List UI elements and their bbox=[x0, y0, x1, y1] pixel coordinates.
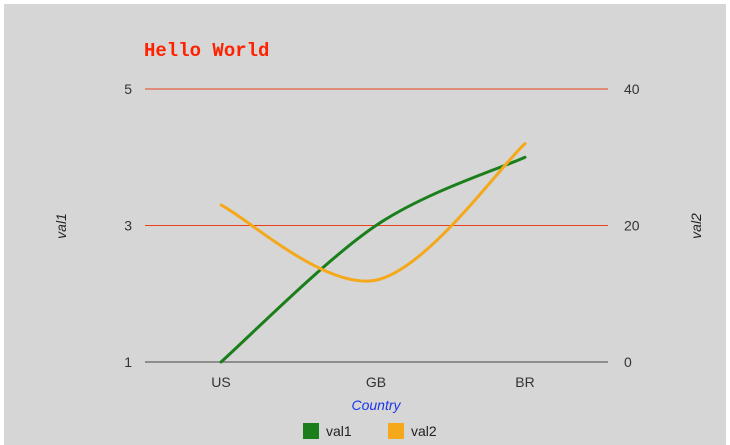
y-right-tick-label: 40 bbox=[624, 81, 640, 97]
x-axis-title: Country bbox=[351, 397, 401, 413]
y-left-tick-label: 1 bbox=[124, 354, 132, 370]
chart-panel: Hello World 1 3 5 0 20 40 US GB BR val1 val2 C… bbox=[4, 4, 726, 445]
series-line-val1 bbox=[219, 155, 527, 364]
chart: Hello World 1 3 5 0 20 40 US GB BR val1 val2 C… bbox=[53, 40, 704, 439]
x-tick-label: US bbox=[211, 374, 230, 390]
legend-swatch-val1 bbox=[303, 423, 319, 439]
y-left-tick-label: 3 bbox=[124, 218, 132, 234]
left-axis-ticks: 1 3 5 bbox=[124, 81, 132, 370]
legend-label: val2 bbox=[411, 423, 437, 439]
right-axis-ticks: 0 20 40 bbox=[624, 81, 640, 370]
y-right-tick-label: 0 bbox=[624, 354, 632, 370]
legend-swatch-val2 bbox=[388, 423, 404, 439]
y-left-tick-label: 5 bbox=[124, 81, 132, 97]
legend-label: val1 bbox=[326, 423, 352, 439]
x-tick-label: GB bbox=[366, 374, 386, 390]
series-line-val2 bbox=[219, 142, 527, 283]
x-tick-label: BR bbox=[515, 374, 534, 390]
x-axis-ticks: US GB BR bbox=[211, 374, 534, 390]
y-axis-left-title: val1 bbox=[53, 213, 69, 239]
chart-title: Hello World bbox=[144, 40, 269, 62]
y-right-tick-label: 20 bbox=[624, 218, 640, 234]
series-lines bbox=[219, 142, 527, 364]
legend: val1 val2 bbox=[303, 423, 437, 439]
y-axis-right-title: val2 bbox=[688, 213, 704, 239]
